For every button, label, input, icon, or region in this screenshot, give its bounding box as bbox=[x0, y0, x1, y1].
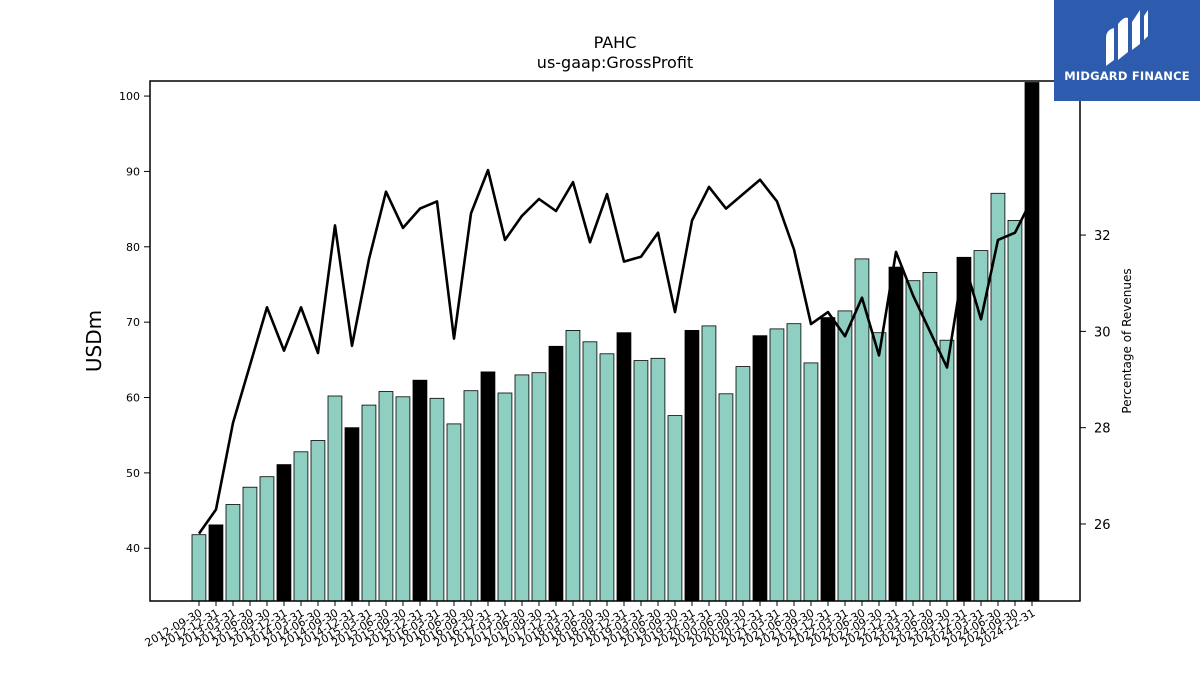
left-axis-ticks: 40 50 60 70 80 90 100 bbox=[119, 90, 150, 555]
percentage-line bbox=[197, 168, 1034, 535]
bar-2021-06-30 bbox=[786, 323, 802, 602]
bar-2013-09-30 bbox=[259, 476, 275, 602]
bar-2014-03-31 bbox=[293, 451, 309, 602]
bar-2022-12-31 bbox=[888, 266, 904, 602]
y-tick-label: 100 bbox=[119, 90, 140, 103]
right-axis-label: Percentage of Revenues bbox=[1120, 268, 1134, 413]
bar-2015-06-30 bbox=[378, 391, 394, 602]
bar-2015-09-30 bbox=[395, 396, 411, 602]
bar-2019-06-30 bbox=[650, 357, 666, 602]
bar-2016-09-30 bbox=[463, 390, 479, 602]
chart-title: PAHC bbox=[594, 33, 637, 52]
bar-2020-06-30 bbox=[718, 393, 734, 602]
y-tick-label: 70 bbox=[126, 316, 140, 329]
y-tick-label: 40 bbox=[126, 542, 140, 555]
y-tick-label: 60 bbox=[126, 392, 140, 405]
bar-2023-12-31 bbox=[956, 256, 972, 602]
bar-2014-06-30 bbox=[310, 440, 326, 602]
bar-2019-12-31 bbox=[684, 329, 700, 602]
x-axis-ticks: 2012-09-302012-12-312013-03-312013-06-30… bbox=[143, 601, 1038, 650]
bar-2022-09-30 bbox=[871, 332, 887, 602]
bar-2013-06-30 bbox=[242, 486, 258, 602]
bar-2018-06-30 bbox=[582, 341, 598, 602]
bar-2020-09-30 bbox=[735, 366, 751, 602]
bar-2017-12-31 bbox=[548, 345, 564, 602]
bar-2024-09-30 bbox=[1007, 219, 1023, 602]
bar-2019-09-30 bbox=[667, 415, 683, 602]
bar-2017-06-30 bbox=[514, 374, 530, 602]
bar-2015-12-31 bbox=[412, 379, 428, 602]
y-tick-label: 50 bbox=[126, 467, 140, 480]
bar-2018-12-31 bbox=[616, 332, 632, 602]
bar-2016-12-31 bbox=[480, 371, 496, 602]
bar-2014-12-31 bbox=[344, 427, 360, 602]
bar-2024-06-30 bbox=[990, 192, 1006, 602]
bar-2014-09-30 bbox=[327, 395, 343, 602]
brand-logo: MIDGARD FINANCE bbox=[1054, 0, 1200, 101]
bar-2020-12-31 bbox=[752, 335, 768, 602]
y-tick-label: 80 bbox=[126, 241, 140, 254]
right-tick-label: 26 bbox=[1094, 518, 1111, 533]
bar-2012-09-30 bbox=[191, 534, 207, 602]
y-tick-label: 90 bbox=[126, 165, 140, 178]
bar-2023-03-31 bbox=[905, 280, 921, 602]
bar-2021-03-31 bbox=[769, 328, 785, 602]
bar-2016-03-31 bbox=[429, 397, 445, 602]
bar-2018-03-31 bbox=[565, 329, 581, 602]
y-axis-label: USDm bbox=[82, 310, 106, 372]
right-tick-label: 30 bbox=[1094, 325, 1111, 340]
bar-2019-03-31 bbox=[633, 360, 649, 602]
bar-2013-12-31 bbox=[276, 464, 292, 602]
logo-icon bbox=[1106, 10, 1148, 66]
logo-text: MIDGARD FINANCE bbox=[1064, 69, 1190, 83]
bar-2023-09-30 bbox=[939, 339, 955, 602]
bar-2022-03-31 bbox=[837, 310, 853, 602]
bar-2024-12-31 bbox=[1024, 82, 1040, 602]
bar-2016-06-30 bbox=[446, 423, 462, 602]
right-tick-label: 32 bbox=[1094, 229, 1111, 244]
bar-2013-03-31 bbox=[225, 504, 241, 602]
bar-2021-09-30 bbox=[803, 362, 819, 602]
bar-2020-03-31 bbox=[701, 325, 717, 602]
bar-2012-12-31 bbox=[208, 524, 224, 602]
right-axis-ticks: 26 28 30 32 bbox=[1080, 229, 1111, 533]
plot-frame bbox=[149, 80, 1081, 602]
bar-2021-12-31 bbox=[820, 317, 836, 602]
bar-2017-03-31 bbox=[497, 392, 513, 602]
chart-subtitle: us-gaap:GrossProfit bbox=[537, 53, 693, 72]
bar-2015-03-31 bbox=[361, 404, 377, 602]
bar-2018-09-30 bbox=[599, 353, 615, 602]
bar-2017-09-30 bbox=[531, 372, 547, 602]
right-tick-label: 28 bbox=[1094, 422, 1111, 437]
